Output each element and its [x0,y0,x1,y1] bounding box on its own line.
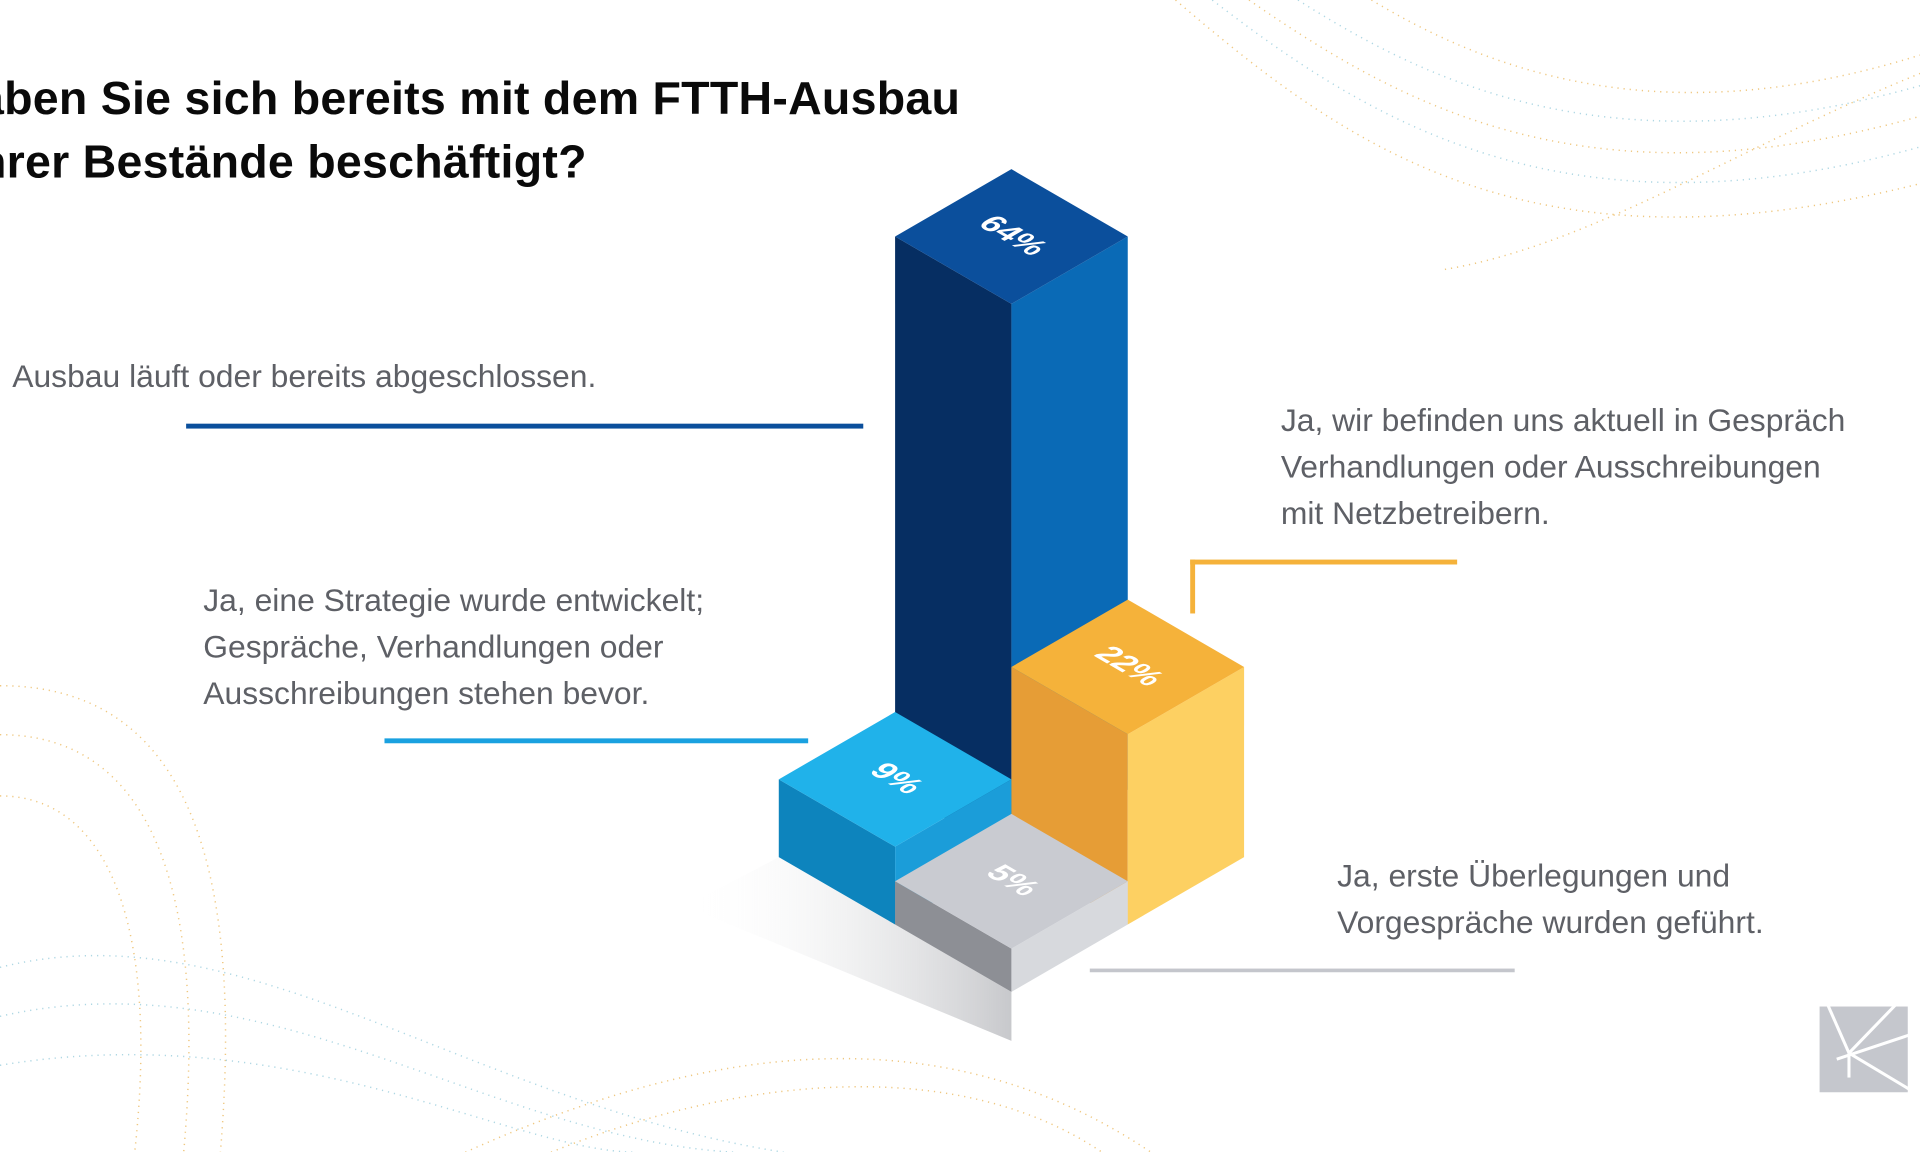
title-line-2: hrer Bestände beschäftigt? [0,137,587,189]
bar_22-top-face [1011,599,1245,735]
label-64: Ausbau läuft oder bereits abgeschlossen. [12,353,596,400]
bar_9-top-face [778,711,1012,847]
bar_9-left-face [778,779,896,925]
logo [1819,978,1920,1093]
title-line-1: aben Sie sich bereits mit dem FTTH-Ausba… [0,73,961,125]
leader-line-5 [1089,968,1515,973]
bar_64-left-face [895,236,1012,858]
label-line: Ja, erste Überlegungen und [1337,857,1731,894]
label-line: Ja, wir befinden uns aktuell in Gespräch [1280,401,1846,439]
chart-title: aben Sie sich bereits mit dem FTTH-Ausba… [0,67,960,194]
wave-top-right [1175,0,1920,218]
bar_5-right-face [1011,881,1128,992]
label-line: Verhandlungen oder Ausschreibungen [1280,448,1821,485]
bar_5-left-face [895,881,1012,992]
label-line: Vorgespräche wurden geführt. [1337,903,1764,941]
label-22: Ja, wir befinden uns aktuell in Gespräch… [1281,397,1846,537]
bar_22-right-face [1127,666,1245,925]
label-line: Ausschreibungen stehen bevor. [203,674,650,712]
label-line: mit Netzbetreibern. [1280,494,1550,532]
label-line: Ausbau läuft oder bereits abgeschlossen. [12,357,597,395]
leader-line-22 [1190,559,1458,565]
wave-bottom-left [0,684,227,1152]
bar_64-top-face [895,169,1128,304]
label-line: Ja, eine Strategie wurde entwickelt; [203,581,705,619]
leader-line-22-vertical [1190,559,1196,614]
label-5: Ja, erste Überlegungen und Vorgespräche … [1337,852,1764,945]
leader-line-9 [384,738,809,744]
label-line: Gespräche, Verhandlungen oder [203,628,664,665]
bar-shadow [685,857,1012,1041]
leader-line-64 [186,423,864,429]
bar_5-top-face [895,813,1128,949]
label-9: Ja, eine Strategie wurde entwickelt; Ges… [203,577,704,717]
